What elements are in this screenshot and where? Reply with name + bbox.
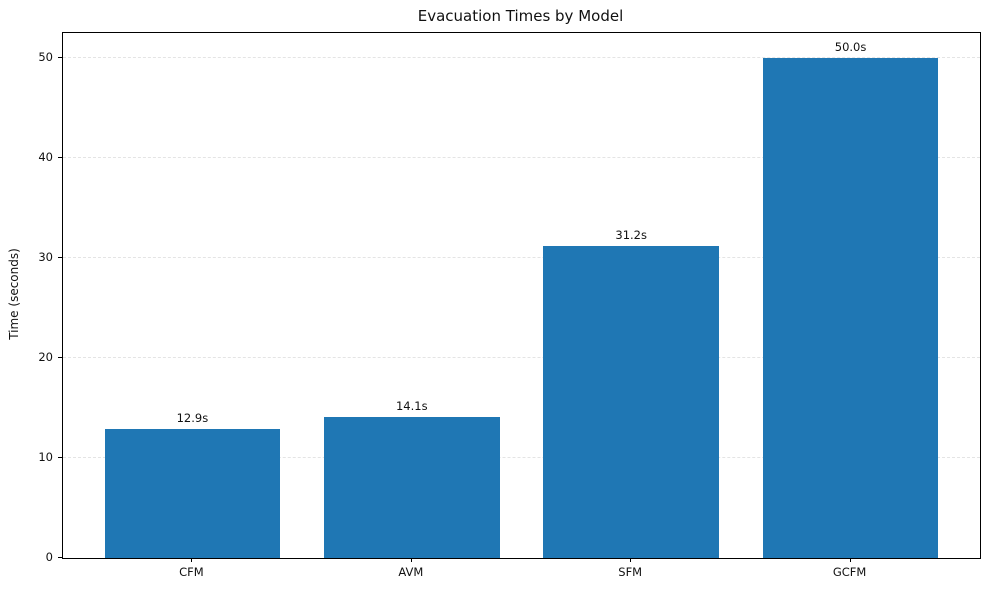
bar-value-label-gcfm: 50.0s xyxy=(834,40,867,54)
y-tick-mark-50 xyxy=(58,56,62,58)
x-tick-mark-cfm xyxy=(191,558,193,562)
y-tick-mark-10 xyxy=(58,456,62,458)
y-tick-mark-30 xyxy=(58,256,62,258)
gridline-y-50 xyxy=(63,57,980,58)
y-tick-mark-0 xyxy=(58,556,62,558)
x-tick-label-avm: AVM xyxy=(398,565,424,579)
gridline-y-30 xyxy=(63,257,980,258)
bar-gcfm xyxy=(762,58,939,558)
x-tick-mark-gcfm xyxy=(849,558,851,562)
bar-sfm xyxy=(543,246,719,558)
y-tick-label-20: 20 xyxy=(38,350,53,364)
gridline-y-10 xyxy=(63,457,980,458)
chart-title: Evacuation Times by Model xyxy=(417,7,624,25)
y-tick-mark-20 xyxy=(58,356,62,358)
y-tick-mark-40 xyxy=(58,156,62,158)
x-tick-mark-avm xyxy=(410,558,412,562)
bar-value-label-avm: 14.1s xyxy=(395,399,428,413)
gridline-y-20 xyxy=(63,357,980,358)
plot-area: 12.9s 14.1s 31.2s 50.0s xyxy=(62,32,981,559)
bar-value-label-cfm: 12.9s xyxy=(176,411,209,425)
y-tick-label-40: 40 xyxy=(38,150,53,164)
x-tick-mark-sfm xyxy=(630,558,632,562)
y-tick-label-10: 10 xyxy=(38,450,53,464)
bar-cfm xyxy=(104,429,281,558)
bar-avm xyxy=(324,417,500,558)
y-tick-label-0: 0 xyxy=(45,550,53,564)
x-tick-label-cfm: CFM xyxy=(179,565,204,579)
y-tick-label-50: 50 xyxy=(38,50,53,64)
x-tick-label-sfm: SFM xyxy=(618,565,643,579)
y-tick-label-30: 30 xyxy=(38,250,53,264)
bar-value-label-sfm: 31.2s xyxy=(615,228,647,242)
gridline-y-40 xyxy=(63,157,980,158)
x-tick-label-gcfm: GCFM xyxy=(832,565,867,579)
